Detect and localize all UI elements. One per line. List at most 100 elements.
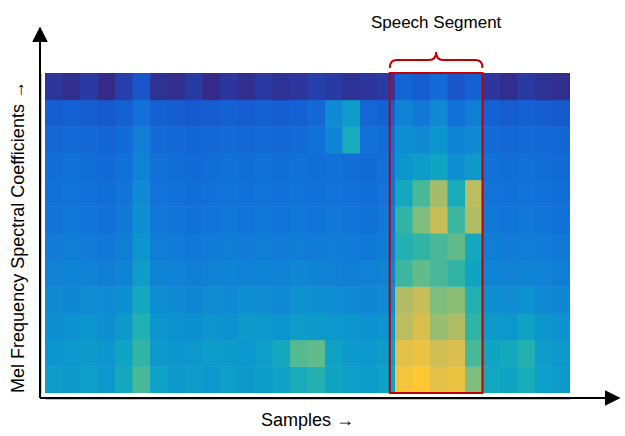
cell [45, 100, 63, 127]
cell [343, 286, 361, 313]
cell [98, 340, 116, 367]
cell [518, 340, 536, 367]
cell [553, 340, 571, 367]
cell [343, 100, 361, 127]
cell [80, 206, 98, 233]
cell [203, 126, 221, 153]
cell [518, 153, 536, 180]
cell [133, 180, 151, 207]
cell [325, 126, 343, 153]
cell [553, 286, 571, 313]
cell [535, 206, 553, 233]
cell [465, 73, 483, 100]
cell [255, 340, 273, 367]
cell [500, 180, 518, 207]
cell [360, 313, 378, 340]
cell [343, 180, 361, 207]
cell [63, 366, 81, 393]
cell [430, 233, 448, 260]
cell [133, 260, 151, 287]
cell [430, 206, 448, 233]
cell [500, 126, 518, 153]
cell [273, 260, 291, 287]
cell [238, 233, 256, 260]
cell [378, 73, 396, 100]
cell [80, 366, 98, 393]
cell [168, 233, 186, 260]
cell [308, 73, 326, 100]
cell [203, 260, 221, 287]
cell [203, 313, 221, 340]
cell [395, 126, 413, 153]
cell [378, 100, 396, 127]
cell [63, 260, 81, 287]
cell [343, 153, 361, 180]
cell [378, 260, 396, 287]
cell [133, 366, 151, 393]
cell [45, 180, 63, 207]
cell [80, 233, 98, 260]
cell [448, 260, 466, 287]
cell [238, 366, 256, 393]
cell [500, 366, 518, 393]
cell [290, 340, 308, 367]
cell [378, 366, 396, 393]
cell [115, 340, 133, 367]
cell [238, 180, 256, 207]
cell [553, 100, 571, 127]
cell [553, 180, 571, 207]
cell [255, 313, 273, 340]
cell [98, 180, 116, 207]
cell [45, 126, 63, 153]
x-axis-title: Samples → [261, 410, 354, 430]
cell [308, 286, 326, 313]
cell [395, 206, 413, 233]
x-arrow [40, 397, 619, 399]
cell [290, 180, 308, 207]
cell [395, 366, 413, 393]
cell [430, 100, 448, 127]
cell [360, 340, 378, 367]
cell [133, 126, 151, 153]
cell [308, 100, 326, 127]
cell [115, 180, 133, 207]
cell [45, 233, 63, 260]
cell [448, 340, 466, 367]
cell [553, 126, 571, 153]
cell [45, 260, 63, 287]
cell [185, 100, 203, 127]
cell [80, 286, 98, 313]
cell [255, 366, 273, 393]
cell [500, 260, 518, 287]
cell [80, 153, 98, 180]
cell [483, 233, 501, 260]
cell [553, 260, 571, 287]
cell [203, 153, 221, 180]
cell [483, 126, 501, 153]
cell [518, 206, 536, 233]
cell [133, 340, 151, 367]
cell [413, 126, 431, 153]
cell [133, 233, 151, 260]
cell [465, 260, 483, 287]
cell [465, 286, 483, 313]
cell [325, 366, 343, 393]
cell [535, 260, 553, 287]
cell [483, 313, 501, 340]
cell [273, 100, 291, 127]
cell [360, 126, 378, 153]
cell [255, 233, 273, 260]
cell [535, 313, 553, 340]
cell [220, 313, 238, 340]
cell [483, 366, 501, 393]
cell [150, 206, 168, 233]
cells [45, 73, 570, 393]
cell [203, 180, 221, 207]
cell [413, 180, 431, 207]
cell [465, 126, 483, 153]
cell [325, 233, 343, 260]
cell [413, 313, 431, 340]
cell [395, 286, 413, 313]
cell [483, 153, 501, 180]
cell [45, 206, 63, 233]
